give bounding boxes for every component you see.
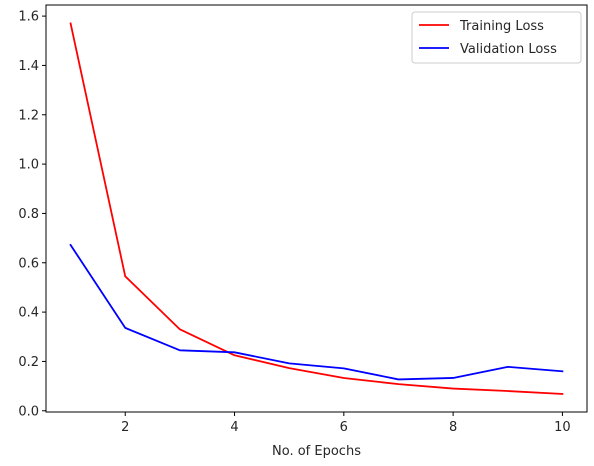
series-line-training-loss [69, 22, 564, 395]
y-tick-label: 0.4 [18, 306, 39, 321]
legend-box [411, 11, 582, 64]
legend-label-training-loss: Training Loss [459, 19, 544, 34]
series-line-validation-loss [69, 243, 564, 381]
legend: Training Loss Validation Loss [411, 11, 582, 64]
x-tick-label: 8 [449, 420, 457, 435]
plot-frame [45, 4, 588, 413]
x-tick-label: 2 [121, 420, 129, 435]
x-axis-label: No. of Epochs [272, 444, 361, 459]
y-tick-label: 0.0 [18, 404, 39, 419]
y-tick-label: 1.4 [18, 59, 39, 74]
y-tick-label: 0.6 [18, 256, 39, 271]
y-tick-label: 1.2 [18, 108, 39, 123]
x-tick-label: 6 [340, 420, 348, 435]
y-tick-label: 0.2 [18, 355, 39, 370]
x-tick-label: 4 [230, 420, 238, 435]
y-tick-label: 1.0 [18, 158, 39, 173]
x-tick-label: 10 [554, 420, 571, 435]
y-tick-label: 1.6 [18, 10, 39, 25]
legend-label-validation-loss: Validation Loss [460, 42, 557, 57]
y-tick-label: 0.8 [18, 207, 39, 222]
